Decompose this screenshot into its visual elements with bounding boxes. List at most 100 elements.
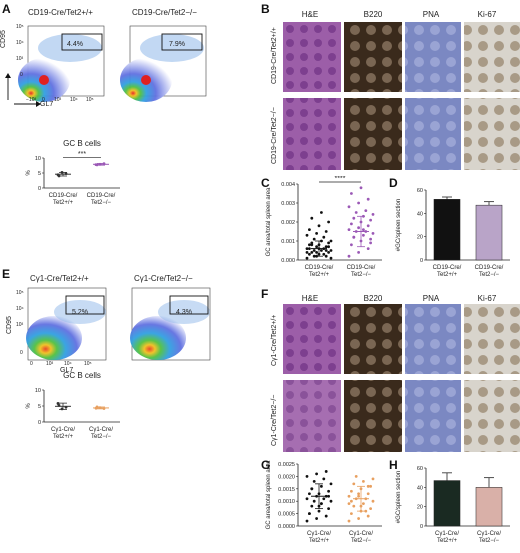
data-point	[352, 504, 356, 508]
x-tick-label: Cγ1-Cre/	[435, 531, 459, 537]
data-point	[305, 251, 309, 254]
data-point	[364, 209, 368, 212]
x-tick-label: CD19-Cre/	[305, 265, 334, 271]
data-point	[347, 205, 351, 209]
flow-e-ytick: 10⁵	[16, 290, 24, 296]
data-point	[324, 514, 328, 518]
x-tick-label: Cγ1-Cre/	[349, 531, 373, 537]
flow-plots-e	[26, 287, 211, 361]
x-tick-label: Tet2+/+	[309, 538, 330, 544]
data-point	[357, 517, 360, 520]
data-point	[308, 252, 311, 256]
data-point	[305, 256, 309, 260]
y-tick-label: 0.004	[281, 182, 295, 188]
data-point	[327, 494, 330, 498]
gate-a-left: 4.4%	[67, 41, 83, 48]
data-point	[315, 232, 318, 235]
x-tick-label: CD19-Cre/	[475, 265, 504, 271]
f-col-header: Ki-67	[477, 294, 497, 303]
data-point	[312, 249, 316, 252]
chart-c-area: 0.004 0.003 0.002 0.001 0.000 GC area/total s…	[266, 176, 382, 278]
data-point	[369, 484, 372, 488]
bar	[475, 204, 503, 261]
b-col-header: H&E	[301, 10, 319, 19]
data-point	[369, 241, 372, 245]
y-axis-label: #GC/spleen section	[396, 199, 402, 251]
chart-title: GC B cells	[63, 139, 101, 148]
x-tick-label: Tet2+/+	[53, 434, 74, 440]
data-point	[362, 228, 365, 231]
data-point	[352, 482, 356, 486]
data-point	[317, 509, 321, 513]
flow-a-ylabel: CD95	[0, 30, 7, 48]
flow-e-xtick: 0	[30, 361, 33, 367]
data-point	[357, 226, 360, 230]
y-tick-label: 40	[417, 485, 423, 491]
x-tick-label: CD19-Cre/	[49, 193, 78, 199]
x-tick-label: Tet2+/+	[437, 272, 458, 278]
bar	[475, 487, 503, 527]
b-col-header: Ki-67	[477, 10, 497, 19]
data-point	[322, 235, 326, 239]
y-tick-label: 5	[38, 171, 41, 177]
data-point	[369, 507, 372, 511]
b-col-header: B220	[363, 10, 383, 19]
data-point	[327, 241, 330, 245]
data-point	[329, 249, 333, 252]
f-col-header: PNA	[422, 294, 440, 303]
data-point	[329, 256, 333, 260]
data-point	[320, 211, 323, 214]
flow-a-xtick: 0	[42, 97, 45, 103]
data-point	[362, 479, 365, 483]
y-tick-label: 0.003	[281, 201, 295, 207]
gate-a-right: 7.9%	[169, 41, 185, 48]
panel-letter-h: H	[389, 458, 398, 472]
x-tick-label: Cγ1-Cre/	[477, 531, 501, 537]
chart-a-gcb: GC B cells1050%***CD19-Cre/Tet2+/+CD19-C…	[26, 139, 120, 206]
data-point	[357, 494, 360, 498]
flow-e-right-title: Cγ1-Cre/Tet2−/−	[134, 274, 193, 283]
data-point	[317, 224, 321, 228]
data-point	[366, 197, 370, 201]
data-point	[310, 251, 314, 254]
data-point	[371, 213, 375, 216]
data-point	[350, 192, 353, 195]
y-tick-label: 0.0000	[278, 524, 295, 530]
data-point	[310, 487, 314, 491]
x-tick-label: Cγ1-Cre/	[89, 427, 113, 433]
data-point	[362, 502, 365, 506]
x-tick-label: Tet2+/+	[309, 272, 330, 278]
y-tick-label: 0	[38, 420, 41, 426]
flow-a-ytick: 10⁴	[16, 40, 24, 46]
data-point	[366, 484, 370, 488]
chart-d-gc: 60 40 20 0 #GC/spleen section CD19-Cre/Tet2+/…	[396, 188, 510, 278]
x-tick-label: CD19-Cre/	[347, 265, 376, 271]
data-point	[369, 218, 372, 222]
y-tick-label: 0.0015	[278, 487, 295, 493]
flow-e-left-title: Cγ1-Cre/Tet2+/+	[30, 274, 89, 283]
data-point	[310, 243, 314, 247]
data-point	[315, 245, 318, 249]
data-point	[310, 216, 314, 220]
data-point	[357, 251, 360, 254]
significance-label: ***	[78, 151, 86, 158]
data-point	[329, 482, 333, 486]
data-point	[312, 479, 316, 483]
x-tick-label: Tet2−/−	[351, 538, 372, 544]
data-point	[347, 519, 351, 523]
flow-e-ytick: 10³	[16, 322, 24, 328]
data-point	[366, 247, 370, 250]
histology-grid-b	[283, 22, 520, 170]
data-point	[359, 186, 363, 190]
data-point	[347, 502, 351, 506]
flow-a-xtick: 10⁴	[70, 97, 78, 103]
y-tick-label: 10	[35, 388, 41, 394]
flow-a-ytick: 10⁵	[16, 24, 24, 30]
f-row-label-ko: Cγ1-Cre/Tet2−/−	[271, 394, 278, 446]
data-point	[357, 492, 360, 496]
data-point	[315, 472, 318, 476]
data-point	[327, 507, 330, 511]
flow-a-xtick: 10⁵	[86, 97, 94, 103]
y-axis-label: #GC/spleen section	[396, 471, 402, 523]
panel-letter-f: F	[261, 287, 269, 301]
